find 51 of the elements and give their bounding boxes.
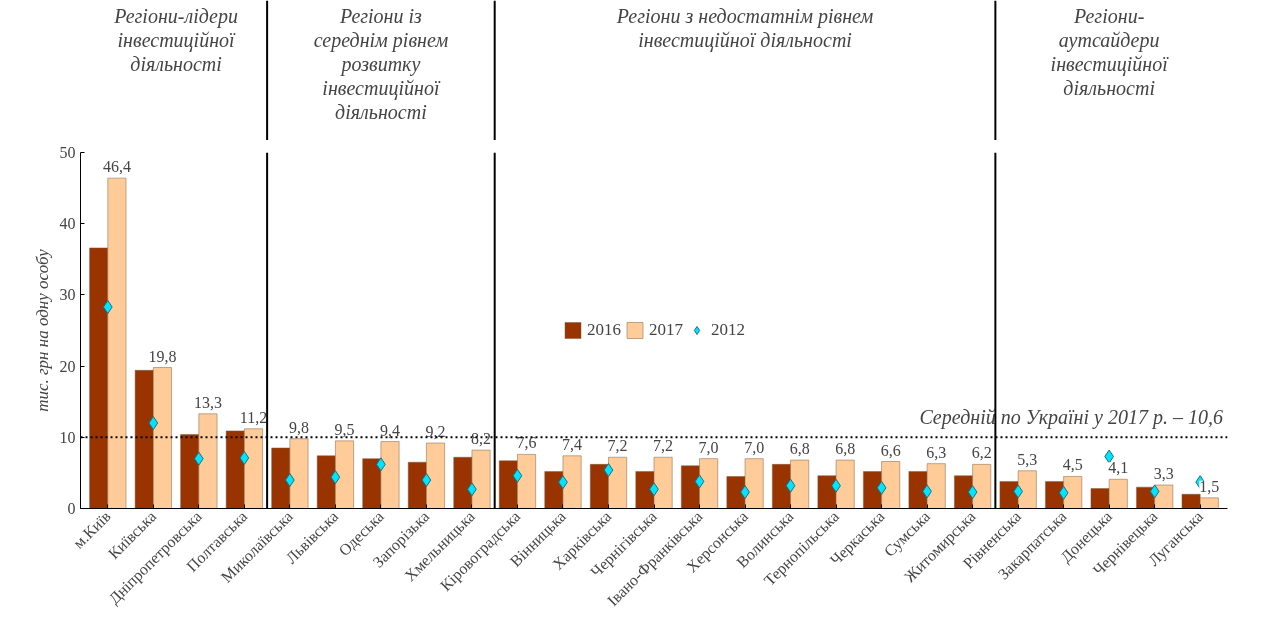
data-label: 9,8 [288,418,309,436]
data-label: 9,2 [425,423,446,440]
data-label: 7,0 [698,438,719,456]
y-axis-title: тис. грн на одну особу [32,248,52,412]
data-label: 13,3 [193,393,222,411]
data-label: 19,8 [148,347,177,365]
point [876,480,887,495]
point [148,416,159,431]
point [102,300,113,314]
point [239,450,250,465]
data-label: 4,1 [1108,459,1129,477]
text: Регіони з недостатнім рівнем інвестиційної діяльності [615,4,874,52]
data-label: 6,2 [971,444,992,462]
data-label: 7,2 [653,437,674,455]
text: Регіони- аутсайдери інвестиційної діяльності [1050,4,1170,100]
data-label: 9,5 [334,420,355,438]
point [1149,484,1160,499]
text: Регіони із середнім рівнем розвитку інвестиційної діяльності [313,4,449,124]
data-label: 6,3 [926,443,947,461]
y-tick-label: 40 [59,215,76,233]
y-tick-label: 30 [59,286,76,304]
data-label: 46,4 [102,158,131,176]
data-label: 7,0 [744,438,765,456]
data-label: 6,8 [835,440,856,458]
y-tick-label: 20 [59,357,76,375]
y-tick-label: 10 [59,428,76,446]
legend-label: 2017 [649,320,683,340]
point [967,485,978,500]
data-label: 8,2 [471,430,492,448]
data-label: 7,2 [607,437,628,455]
y-tick-label: 50 [59,144,76,161]
point [785,478,796,493]
data-label: 4,5 [1062,456,1083,474]
data-label: 6,8 [789,440,810,458]
legend-label: 2012 [711,320,745,340]
data-label: 1,5 [1199,477,1220,495]
data-label: 5,3 [1017,450,1038,468]
data-label: 9,4 [380,421,401,439]
point [603,463,614,478]
point [694,474,705,489]
data-label: 3,3 [1153,465,1174,482]
legend-label: 2016 [587,320,621,340]
data-label: 7,4 [562,435,583,453]
point [512,468,523,483]
y-tick-label: 0 [67,500,76,517]
data-label: 6,6 [880,441,901,459]
point [330,470,341,485]
point [421,473,432,488]
point [1058,485,1069,500]
text: Регіони-лідери інвестиційної діяльності [113,4,238,76]
data-label: 7,6 [516,434,537,452]
